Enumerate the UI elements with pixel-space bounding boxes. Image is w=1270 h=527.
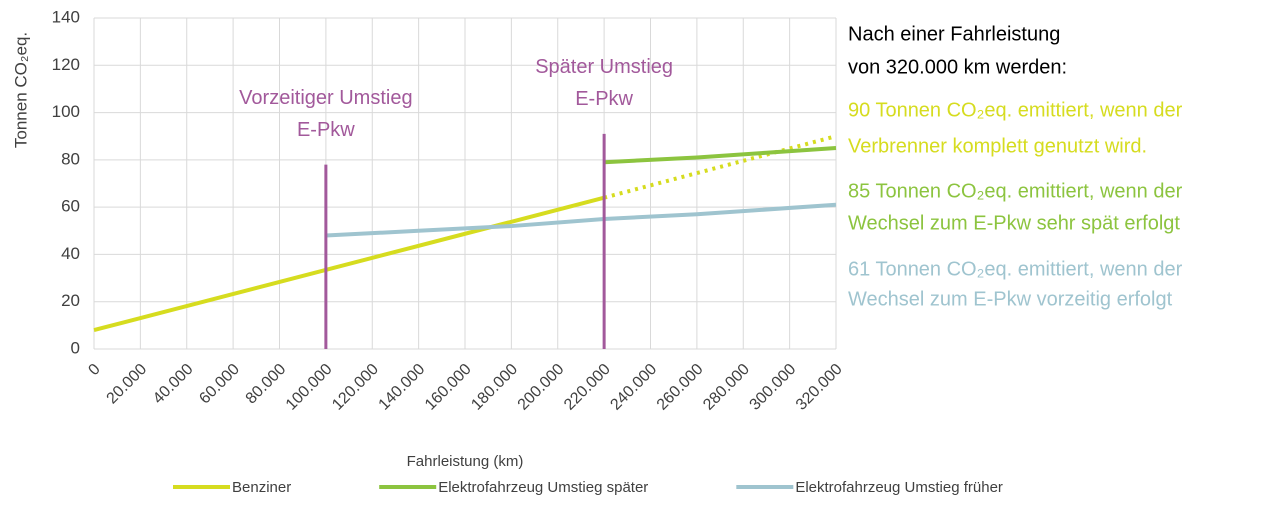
y-tick-label: 100 <box>52 102 80 121</box>
x-tick-label: 120.000 <box>329 361 382 414</box>
note-text: 90 Tonnen CO₂eq. emittiert, wenn der <box>848 99 1183 121</box>
x-tick-label: 180.000 <box>468 361 521 414</box>
x-tick-label: 20.000 <box>104 361 151 408</box>
x-tick-label: 160.000 <box>422 361 475 414</box>
x-tick-label: 320.000 <box>793 361 846 414</box>
series-line <box>603 134 837 200</box>
series-line <box>604 146 837 165</box>
switch-label: Später Umstieg <box>535 56 673 78</box>
series-line <box>93 195 605 333</box>
x-tick-label: 40.000 <box>150 361 197 408</box>
y-tick-label: 20 <box>61 291 80 310</box>
x-tick-label: 260.000 <box>654 361 707 414</box>
note-text: 85 Tonnen CO₂eq. emittiert, wenn der <box>848 180 1183 202</box>
note-text: Nach einer Fahrleistung <box>848 23 1060 45</box>
y-tick-label: 0 <box>71 338 80 357</box>
x-tick-label: 100.000 <box>283 361 336 414</box>
x-tick-label: 240.000 <box>607 361 660 414</box>
switch-label: Vorzeitiger Umstieg <box>239 87 412 109</box>
note-text: Wechsel zum E-Pkw vorzeitig erfolgt <box>848 288 1173 310</box>
x-tick-label: 300.000 <box>747 361 800 414</box>
y-tick-label: 140 <box>52 7 80 26</box>
note-text: Wechsel zum E-Pkw sehr spät erfolgt <box>848 212 1180 234</box>
x-tick-label: 220.000 <box>561 361 614 414</box>
x-tick-label: 200.000 <box>515 361 568 414</box>
x-tick-label: 60.000 <box>196 361 243 408</box>
switch-label: E-Pkw <box>297 119 355 141</box>
note-text: Verbrenner komplett genutzt wird. <box>848 135 1147 157</box>
note-text: von 320.000 km werden: <box>848 56 1067 78</box>
y-axis-label: Tonnen CO₂eq. <box>11 32 30 148</box>
x-tick-label: 140.000 <box>376 361 429 414</box>
x-tick-label: 80.000 <box>243 361 290 408</box>
y-tick-label: 60 <box>61 197 80 216</box>
note-text: 61 Tonnen CO₂eq. emittiert, wenn der <box>848 258 1183 280</box>
x-tick-label: 280.000 <box>700 361 753 414</box>
legend-label: Elektrofahrzeug Umstieg später <box>438 479 648 496</box>
x-axis-label: Fahrleistung (km) <box>407 453 524 470</box>
series-line <box>325 202 837 238</box>
legend-label: Elektrofahrzeug Umstieg früher <box>795 479 1003 496</box>
y-tick-label: 80 <box>61 149 80 168</box>
legend-label: Benziner <box>232 479 291 496</box>
x-tick-label: 0 <box>85 361 103 379</box>
y-tick-label: 120 <box>52 55 80 74</box>
y-tick-label: 40 <box>61 244 80 263</box>
switch-label: E-Pkw <box>575 88 633 110</box>
